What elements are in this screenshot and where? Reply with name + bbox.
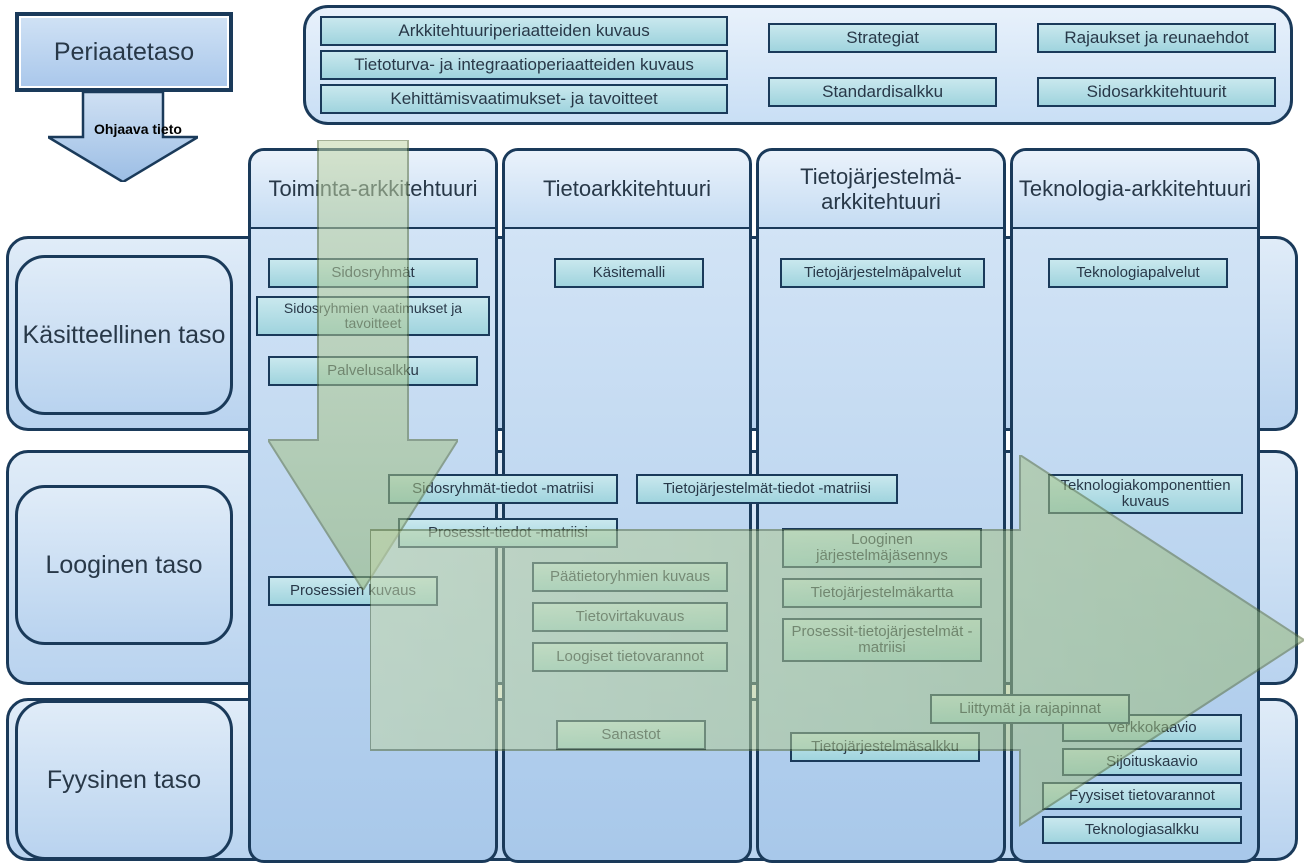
- top-chip: Kehittämisvaatimukset- ja tavoitteet: [320, 84, 728, 114]
- col-header: Tietojärjestelmä-arkkitehtuuri: [759, 151, 1003, 229]
- periaate-label: Periaatetaso: [54, 38, 194, 67]
- periaate-box: Periaatetaso: [15, 12, 233, 92]
- row-label-2: Looginen taso: [15, 485, 233, 645]
- top-chip: Rajaukset ja reunaehdot: [1037, 23, 1276, 53]
- col-header: Teknologia-arkkitehtuuri: [1013, 151, 1257, 229]
- top-col-1: Arkkitehtuuriperiaatteiden kuvaus Tietot…: [320, 14, 728, 116]
- small-down-arrow-icon: [48, 92, 198, 182]
- cell-chip: Käsitemalli: [554, 258, 704, 288]
- row-label-text: Fyysinen taso: [47, 765, 201, 795]
- row-label-3: Fyysinen taso: [15, 700, 233, 860]
- top-chip: Strategiat: [768, 23, 997, 53]
- top-chip: Sidosarkkitehtuurit: [1037, 77, 1276, 107]
- top-chip: Arkkitehtuuriperiaatteiden kuvaus: [320, 16, 728, 46]
- big-right-arrow-icon: [370, 455, 1304, 855]
- row-label-text: Looginen taso: [45, 550, 202, 580]
- top-col-2: Strategiat Standardisalkku: [768, 14, 997, 116]
- row-label-1: Käsitteellinen taso: [15, 255, 233, 415]
- col-header-text: Tietoarkkitehtuuri: [543, 176, 711, 201]
- top-container: Arkkitehtuuriperiaatteiden kuvaus Tietot…: [303, 5, 1293, 125]
- col-header-text: Tietojärjestelmä-arkkitehtuuri: [759, 164, 1003, 215]
- col-header-text: Teknologia-arkkitehtuuri: [1019, 176, 1251, 201]
- row-label-text: Käsitteellinen taso: [23, 320, 226, 350]
- top-chip: Tietoturva- ja integraatioperiaatteiden …: [320, 50, 728, 80]
- cell-chip: Tietojärjestelmäpalvelut: [780, 258, 985, 288]
- top-col-3: Rajaukset ja reunaehdot Sidosarkkitehtuu…: [1037, 14, 1276, 116]
- ohjaava-tieto-label: Ohjaava tieto: [94, 121, 182, 137]
- top-chip: Standardisalkku: [768, 77, 997, 107]
- cell-chip: Teknologiapalvelut: [1048, 258, 1228, 288]
- col-header: Tietoarkkitehtuuri: [505, 151, 749, 229]
